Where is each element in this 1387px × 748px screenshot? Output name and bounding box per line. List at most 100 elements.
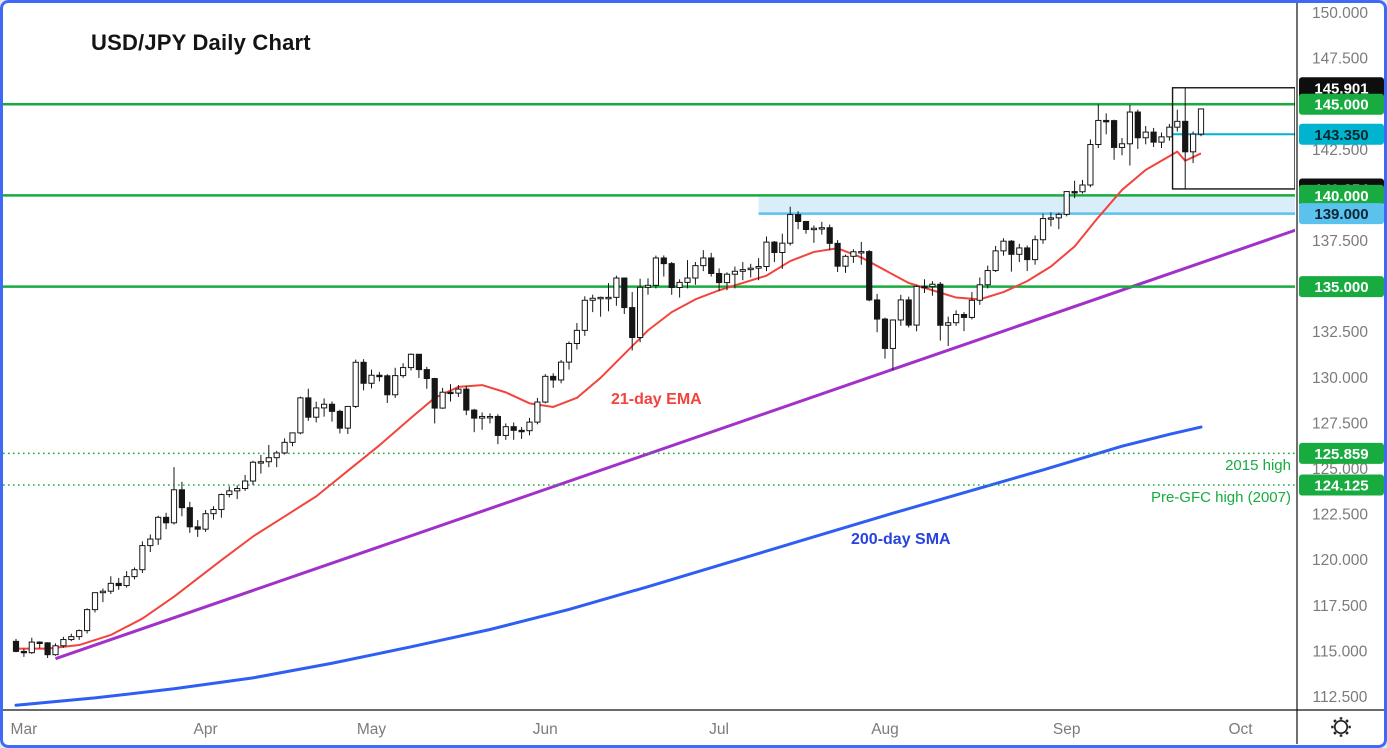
candle	[534, 397, 541, 425]
trendline[interactable]	[55, 228, 1296, 661]
svg-text:145.901: 145.901	[1314, 80, 1368, 97]
candle	[684, 260, 691, 289]
candle	[818, 221, 825, 235]
candle	[20, 648, 27, 657]
candle	[763, 236, 770, 272]
plot-area[interactable]	[3, 87, 1297, 707]
price-tick-label: 112.500	[1313, 689, 1368, 706]
ema-line-label: 21-day EMA	[611, 391, 702, 408]
sma-line-label: 200-day SMA	[851, 531, 951, 548]
price-tick-label: 130.000	[1312, 370, 1368, 387]
candle	[36, 641, 43, 649]
candle	[637, 278, 644, 343]
candle	[147, 534, 154, 552]
candle	[984, 265, 991, 289]
candle	[439, 387, 446, 409]
price-range-box[interactable]	[1171, 87, 1295, 190]
candle	[463, 386, 470, 416]
candle	[1134, 109, 1141, 149]
candle	[60, 636, 67, 648]
candle	[249, 460, 257, 486]
candle	[155, 515, 162, 545]
candle	[305, 388, 312, 421]
svg-text:143.350: 143.350	[1314, 127, 1368, 144]
candle	[76, 629, 83, 640]
candle	[1095, 104, 1102, 148]
candle	[652, 255, 659, 289]
candle	[881, 317, 889, 359]
candle	[1079, 179, 1086, 194]
price-tick-label: 147.500	[1312, 51, 1368, 68]
candle	[542, 374, 549, 404]
candle	[273, 450, 280, 468]
candle	[84, 608, 91, 634]
candle	[115, 577, 122, 590]
price-badge-145_000: 145.000	[1299, 93, 1384, 115]
candle	[1024, 245, 1031, 272]
candle	[1158, 132, 1165, 148]
candle	[889, 319, 896, 371]
candle	[660, 255, 667, 277]
price-badge-143_350: 143.350	[1299, 123, 1384, 145]
candle	[1166, 123, 1173, 141]
ema-21-line[interactable]	[16, 150, 1202, 650]
candle	[431, 377, 438, 424]
candle	[139, 541, 146, 573]
month-tick-label-aug: Aug	[871, 721, 899, 738]
candle	[826, 224, 833, 251]
candle	[471, 408, 478, 433]
candle	[589, 294, 596, 313]
month-tick-label-apr: Apr	[194, 721, 218, 738]
price-badge-125_859: 125.859	[1299, 442, 1384, 464]
candle	[834, 240, 841, 273]
support-band-139	[758, 196, 1295, 214]
candle	[1111, 119, 1118, 160]
candle	[242, 475, 249, 491]
candle	[510, 422, 517, 440]
candle	[1087, 139, 1094, 188]
svg-text:139.000: 139.000	[1314, 206, 1368, 223]
candle	[810, 225, 817, 243]
candle	[953, 310, 960, 326]
candle	[960, 312, 968, 332]
candle	[787, 206, 794, 246]
candle	[28, 637, 35, 654]
candle	[518, 427, 525, 439]
candle	[91, 592, 99, 613]
candle	[992, 245, 999, 273]
candle	[12, 638, 20, 653]
candle	[99, 588, 107, 603]
candle	[747, 263, 754, 278]
candle	[802, 220, 810, 234]
candle	[186, 501, 193, 533]
candle	[605, 283, 612, 312]
candle	[795, 211, 802, 230]
candle	[700, 250, 707, 272]
month-tick-label-oct: Oct	[1228, 721, 1253, 738]
candle	[1197, 108, 1205, 137]
candle	[52, 643, 59, 656]
candle	[297, 396, 304, 435]
candle	[1063, 191, 1070, 217]
sma-200-line[interactable]	[14, 425, 1203, 707]
month-tick-label-jun: Jun	[533, 721, 558, 738]
candle	[1055, 212, 1062, 230]
candle	[1016, 243, 1023, 262]
candle	[597, 296, 604, 317]
time-axis[interactable]: Mar Apr May Jun Jul Aug Sep Oct	[11, 721, 1254, 738]
candle	[755, 258, 762, 281]
price-badge-145_901: 145.901	[1299, 77, 1384, 99]
candle	[937, 282, 944, 341]
candle	[68, 633, 75, 642]
axis-settings-gear-icon[interactable]	[1325, 712, 1357, 742]
candle	[1000, 238, 1007, 256]
candle	[1174, 109, 1181, 132]
candle	[447, 384, 454, 402]
price-axis[interactable]: 150.000 147.500 145.000 142.500 140.000 137.5…	[1299, 5, 1384, 706]
svg-text:125.859: 125.859	[1314, 446, 1368, 463]
candle	[194, 520, 201, 537]
candle	[968, 292, 975, 320]
candle	[1190, 131, 1197, 164]
candle	[336, 409, 343, 434]
